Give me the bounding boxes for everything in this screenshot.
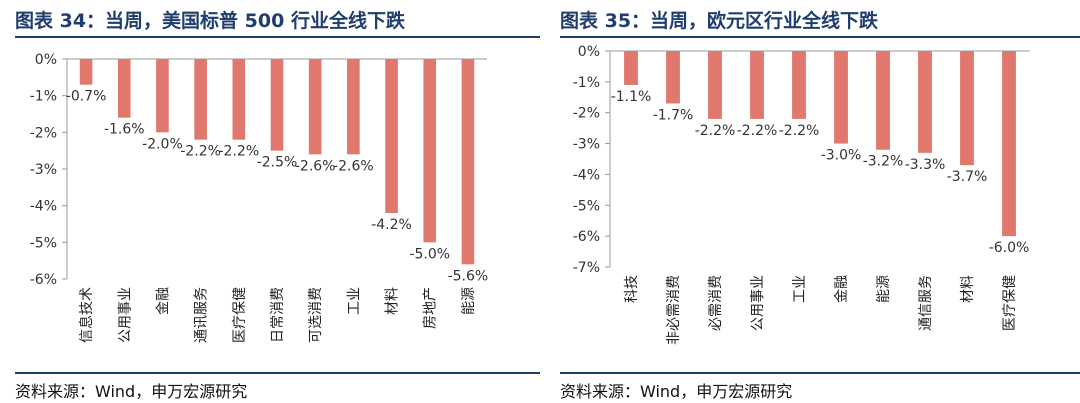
data-label: -2.2% [737, 123, 778, 139]
bar [232, 59, 246, 140]
bar [666, 51, 680, 104]
data-label: -0.7% [66, 89, 107, 105]
chart-panel-left: 图表 34：当周，美国标普 500 行业全线下跌 0% -1% -2% -3% -4% -… [15, 0, 540, 403]
bar [918, 51, 932, 153]
y-tick-label: -5% [573, 198, 600, 214]
bar [708, 51, 722, 119]
y-tick-label: -3% [30, 162, 57, 178]
category-label: 金融 [155, 287, 171, 315]
category-label: 工业 [792, 275, 808, 303]
source-note: 资料来源：Wind，申万宏源研究 [560, 382, 793, 401]
category-label: 房地产 [423, 287, 439, 329]
data-label: -3.0% [821, 148, 862, 164]
source-rule [560, 372, 1080, 374]
bar [1002, 51, 1016, 237]
y-tick-label: -1% [573, 75, 600, 91]
bar [423, 59, 437, 243]
data-label: -2.2% [180, 144, 221, 160]
bar [308, 59, 322, 155]
y-tick-label: -4% [30, 199, 57, 215]
category-label: 材料 [385, 287, 401, 315]
bar [461, 59, 475, 265]
category-label: 非必需消费 [666, 275, 682, 345]
category-label: 金融 [834, 275, 850, 303]
data-label: -2.2% [219, 144, 260, 160]
bar [117, 59, 131, 118]
bar [385, 59, 398, 213]
y-tick-label: -6% [30, 272, 57, 288]
data-label: -1.6% [104, 122, 145, 138]
category-label: 公用事业 [117, 287, 133, 343]
data-label: -2.6% [333, 158, 374, 174]
data-label: -5.0% [409, 246, 450, 262]
y-tick-label: -2% [573, 106, 600, 122]
category-label: 工业 [346, 287, 362, 315]
y-tick-label: 0% [578, 44, 600, 60]
category-label: 能源 [461, 287, 477, 315]
category-label: 科技 [624, 275, 640, 303]
data-label: -4.2% [371, 217, 412, 233]
source-note: 资料来源：Wind，申万宏源研究 [15, 382, 248, 401]
bar [624, 51, 638, 85]
data-label: -5.6% [448, 268, 489, 284]
title-rule [15, 36, 540, 38]
data-label: -2.2% [779, 123, 820, 139]
bar [834, 51, 848, 144]
bar [876, 51, 890, 150]
data-label: -2.5% [257, 155, 298, 171]
category-label: 信息技术 [78, 287, 95, 343]
chart-title: 图表 34：当周，美国标普 500 行业全线下跌 [15, 10, 405, 32]
title-rule [560, 36, 1080, 38]
bar [347, 59, 360, 155]
data-label: -1.7% [653, 107, 694, 123]
data-label: -3.3% [905, 157, 946, 173]
data-label: -2.6% [295, 158, 336, 174]
category-label: 可选消费 [308, 287, 324, 343]
category-label: 能源 [876, 275, 892, 303]
source-rule [15, 372, 540, 374]
y-tick-label: 0% [35, 52, 57, 68]
bar-chart-us-sectors: 0% -1% -2% -3% -4% -5% -6% -0.7% 信息技术 -1.6% 公用事业 -2… [30, 52, 489, 343]
bar [792, 51, 806, 119]
y-tick-label: -6% [573, 229, 600, 245]
data-label: -1.1% [611, 89, 652, 105]
data-label: -3.2% [863, 154, 904, 170]
bar [270, 59, 284, 151]
y-tick-label: -5% [30, 235, 57, 251]
chart-panel-right: 图表 35：当周，欧元区行业全线下跌 0% -1% -2% -3% -4% -5% -6% -… [560, 0, 1080, 403]
category-label: 材料 [960, 275, 976, 303]
bar [960, 51, 974, 166]
y-tick-label: -3% [573, 137, 600, 153]
bar [750, 51, 764, 119]
bar [79, 59, 93, 85]
bar-chart-euro-sectors: 0% -1% -2% -3% -4% -5% -6% -7% -1.1% 科技 -1.7% 非必需消费… [573, 44, 1030, 345]
category-label: 必需消费 [708, 275, 724, 331]
data-label: -3.7% [947, 169, 988, 185]
category-label: 公用事业 [750, 275, 766, 331]
data-label: -6.0% [989, 240, 1030, 256]
bar [156, 59, 169, 133]
category-label: 通信服务 [918, 275, 934, 331]
category-label: 通讯服务 [194, 287, 210, 343]
y-tick-label: -7% [573, 260, 600, 276]
data-label: -2.2% [695, 123, 736, 139]
category-label: 医疗保健 [1002, 275, 1018, 331]
data-label: -2.0% [142, 136, 183, 152]
category-label: 日常消费 [270, 287, 286, 343]
y-tick-label: -1% [30, 89, 57, 105]
y-tick-label: -2% [30, 125, 57, 141]
y-tick-label: -4% [573, 167, 600, 183]
category-label: 医疗保健 [232, 287, 248, 343]
bar [194, 59, 207, 140]
chart-title: 图表 35：当周，欧元区行业全线下跌 [560, 10, 879, 32]
